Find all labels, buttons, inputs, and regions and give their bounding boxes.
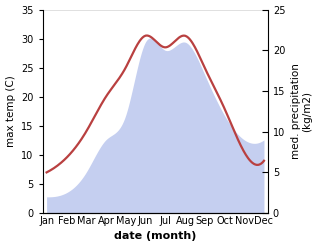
Y-axis label: max temp (C): max temp (C) [5, 75, 16, 147]
X-axis label: date (month): date (month) [114, 231, 197, 242]
Y-axis label: med. precipitation
(kg/m2): med. precipitation (kg/m2) [291, 63, 313, 159]
